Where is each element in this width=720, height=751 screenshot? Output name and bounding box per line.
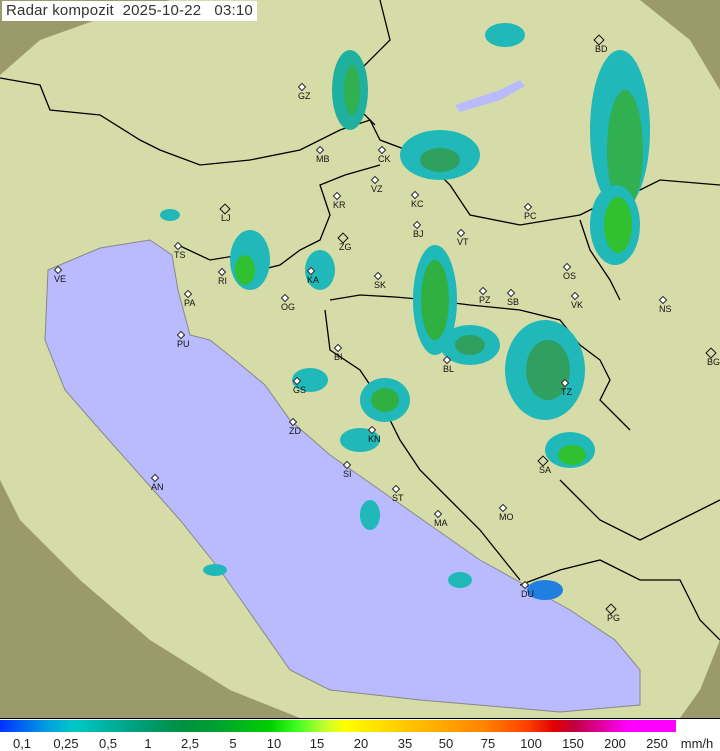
city-label: BJ <box>413 229 424 239</box>
city-label: RI <box>218 276 227 286</box>
city-label: BI <box>334 352 343 362</box>
city-label: DU <box>521 589 534 599</box>
city-label: LJ <box>221 213 231 223</box>
city-label: KR <box>333 200 346 210</box>
legend-label: 5 <box>229 736 237 751</box>
legend-label: 35 <box>397 736 413 751</box>
city-label: MB <box>316 154 330 164</box>
legend-label: 50 <box>438 736 454 751</box>
legend-label: 75 <box>480 736 496 751</box>
city-label: VE <box>54 274 67 284</box>
legend-label: 1 <box>144 736 152 751</box>
city-label: OS <box>563 271 577 281</box>
city-label: VK <box>571 300 584 310</box>
city-label: TZ <box>561 387 572 397</box>
city-label: TS <box>174 250 186 260</box>
city-label: AN <box>151 482 164 492</box>
city-label: KA <box>307 275 320 285</box>
legend-label: 10 <box>266 736 282 751</box>
city-label: SA <box>539 465 552 475</box>
city-label: MA <box>434 518 448 528</box>
city-label: ZG <box>339 242 352 252</box>
lake-balaton <box>455 80 525 112</box>
legend-label: 20 <box>353 736 369 751</box>
legend-label: 100 <box>520 736 542 751</box>
radar-echoes <box>160 23 650 600</box>
legend-label: 0,25 <box>53 736 79 751</box>
legend-label: 150 <box>562 736 584 751</box>
city-label: ZD <box>289 426 301 436</box>
city-label: PZ <box>479 295 491 305</box>
legend-label: 2,5 <box>180 736 200 751</box>
city-label: SI <box>343 469 352 479</box>
city-label: SK <box>374 280 387 290</box>
city-label: GS <box>293 385 307 395</box>
city-label: BD <box>595 44 608 54</box>
radar-coverage-area <box>0 0 720 718</box>
radar-title: Radar kompozit 2025-10-22 03:10 <box>2 1 257 21</box>
precipitation-color-scale <box>0 720 676 732</box>
city-label: CK <box>378 154 391 164</box>
legend-unit: mm/h <box>680 736 714 751</box>
city-label: OG <box>281 302 296 312</box>
legend-label: 15 <box>309 736 325 751</box>
radar-map <box>0 0 720 719</box>
city-label: KN <box>368 434 381 444</box>
city-label: PC <box>524 211 537 221</box>
city-label: KC <box>411 199 424 209</box>
city-label: ST <box>392 493 404 503</box>
city-label: BL <box>443 364 455 374</box>
city-label: PG <box>607 613 621 623</box>
legend-label: 250 <box>646 736 668 751</box>
city-label: GZ <box>298 91 311 101</box>
city-label: NS <box>659 304 672 314</box>
city-label: SB <box>507 297 520 307</box>
adriatic-sea <box>44 239 641 713</box>
city-label: MO <box>499 512 514 522</box>
legend-label: 0,1 <box>12 736 32 751</box>
legend-label: 0,5 <box>98 736 118 751</box>
city-label: BG <box>707 357 720 367</box>
city-label: PA <box>184 298 196 308</box>
city-label: VZ <box>371 184 383 194</box>
city-label: VT <box>457 237 469 247</box>
legend-label: 200 <box>604 736 626 751</box>
city-label: PU <box>177 339 190 349</box>
